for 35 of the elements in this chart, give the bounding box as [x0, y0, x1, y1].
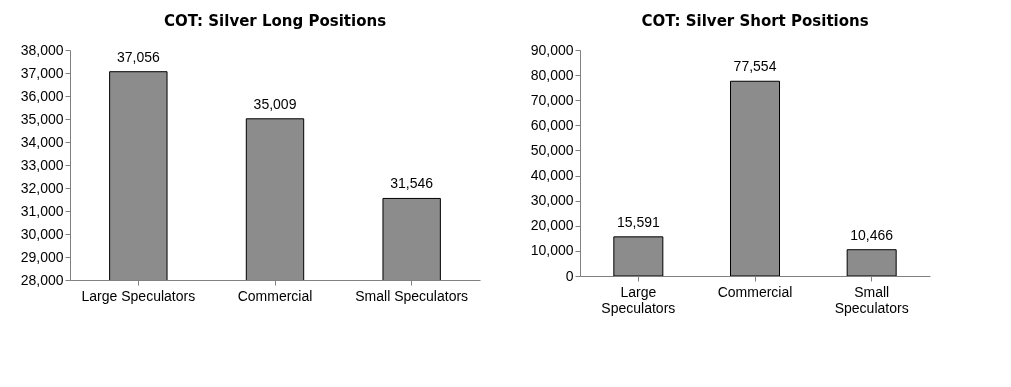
y-tick-label: 28,000: [20, 271, 64, 288]
y-tick-label: 90,000: [530, 41, 574, 58]
chart-title: COT: Silver Long Positions: [163, 12, 387, 30]
y-tick-label: 33,000: [20, 156, 64, 173]
y-tick-label: 40,000: [530, 167, 574, 184]
x-tick-label: Small Speculators: [355, 287, 469, 304]
y-tick-label: 29,000: [20, 248, 64, 265]
y-tick-label: 31,000: [20, 202, 64, 219]
y-tick-label: 32,000: [20, 179, 64, 196]
y-tick-label: 38,000: [20, 41, 64, 58]
x-tick-label: Small Speculators: [834, 283, 909, 316]
y-tick-label: 80,000: [530, 66, 574, 83]
data-label: 77,554: [733, 58, 777, 75]
y-tick-label: 70,000: [530, 91, 574, 108]
y-tick-label: 37,000: [20, 64, 64, 81]
y-tick-label: 50,000: [530, 141, 574, 158]
y-tick-label: 20,000: [530, 217, 574, 234]
data-label: 35,009: [253, 95, 297, 112]
y-tick-label: 10,000: [530, 242, 574, 259]
x-tick-label: Large Speculators: [81, 287, 196, 304]
chart-title: COT: Silver Short Positions: [641, 12, 869, 30]
x-tick-label: Large Speculators: [601, 283, 676, 316]
y-tick-label: 0: [565, 267, 574, 284]
y-tick-label: 60,000: [530, 116, 574, 133]
y-tick-label: 30,000: [530, 192, 574, 209]
data-label: 10,466: [850, 226, 894, 243]
y-tick-label: 34,000: [20, 133, 64, 150]
x-tick-label: Commercial: [237, 287, 313, 304]
y-tick-label: 36,000: [20, 87, 64, 104]
y-tick-label: 35,000: [20, 110, 64, 127]
x-tick-label: Commercial: [717, 283, 793, 300]
data-label: 15,591: [616, 213, 660, 230]
data-label: 37,056: [116, 48, 160, 65]
data-label: 31,546: [390, 175, 434, 192]
y-tick-label: 30,000: [20, 225, 64, 242]
